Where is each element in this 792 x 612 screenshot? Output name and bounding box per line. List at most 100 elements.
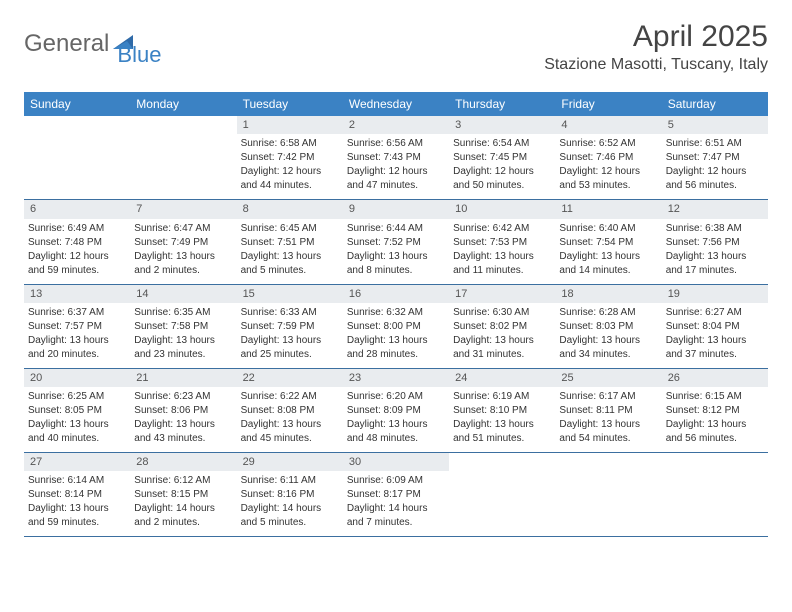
daylight-text: Daylight: 13 hours (134, 250, 232, 263)
day-number: 18 (555, 285, 661, 303)
daylight-text: and 5 minutes. (241, 264, 339, 277)
day-number: 11 (555, 200, 661, 218)
day-number: 21 (130, 369, 236, 387)
daylight-text: and 40 minutes. (28, 432, 126, 445)
daylight-text: and 59 minutes. (28, 516, 126, 529)
sunset-text: Sunset: 7:46 PM (559, 151, 657, 164)
daylight-text: and 17 minutes. (666, 264, 764, 277)
day-cell (24, 116, 130, 199)
day-cell: 28Sunrise: 6:12 AMSunset: 8:15 PMDayligh… (130, 453, 236, 536)
daylight-text: Daylight: 13 hours (134, 418, 232, 431)
daylight-text: Daylight: 13 hours (453, 250, 551, 263)
sunset-text: Sunset: 7:42 PM (241, 151, 339, 164)
day-number: 27 (24, 453, 130, 471)
day-cell: 8Sunrise: 6:45 AMSunset: 7:51 PMDaylight… (237, 200, 343, 283)
daylight-text: Daylight: 13 hours (666, 334, 764, 347)
day-cell: 1Sunrise: 6:58 AMSunset: 7:42 PMDaylight… (237, 116, 343, 199)
sunset-text: Sunset: 8:10 PM (453, 404, 551, 417)
day-header: Wednesday (343, 92, 449, 116)
day-cell: 20Sunrise: 6:25 AMSunset: 8:05 PMDayligh… (24, 369, 130, 452)
daylight-text: and 45 minutes. (241, 432, 339, 445)
week-row: 20Sunrise: 6:25 AMSunset: 8:05 PMDayligh… (24, 369, 768, 453)
day-cell: 19Sunrise: 6:27 AMSunset: 8:04 PMDayligh… (662, 285, 768, 368)
day-number: 19 (662, 285, 768, 303)
sunset-text: Sunset: 7:49 PM (134, 236, 232, 249)
day-cell: 18Sunrise: 6:28 AMSunset: 8:03 PMDayligh… (555, 285, 661, 368)
daylight-text: and 11 minutes. (453, 264, 551, 277)
logo-text-general: General (24, 30, 109, 58)
daylight-text: Daylight: 12 hours (559, 165, 657, 178)
logo-text-blue: Blue (117, 20, 161, 68)
day-cell: 4Sunrise: 6:52 AMSunset: 7:46 PMDaylight… (555, 116, 661, 199)
daylight-text: and 2 minutes. (134, 264, 232, 277)
location-subtitle: Stazione Masotti, Tuscany, Italy (544, 56, 768, 74)
day-number: 16 (343, 285, 449, 303)
daylight-text: Daylight: 13 hours (347, 418, 445, 431)
daylight-text: Daylight: 13 hours (241, 250, 339, 263)
sunset-text: Sunset: 8:15 PM (134, 488, 232, 501)
sunset-text: Sunset: 7:52 PM (347, 236, 445, 249)
sunrise-text: Sunrise: 6:20 AM (347, 390, 445, 403)
sunrise-text: Sunrise: 6:09 AM (347, 474, 445, 487)
day-header-row: SundayMondayTuesdayWednesdayThursdayFrid… (24, 92, 768, 116)
day-number: 29 (237, 453, 343, 471)
day-cell (130, 116, 236, 199)
daylight-text: and 34 minutes. (559, 348, 657, 361)
sunrise-text: Sunrise: 6:12 AM (134, 474, 232, 487)
daylight-text: Daylight: 13 hours (28, 418, 126, 431)
day-number: 22 (237, 369, 343, 387)
sunset-text: Sunset: 8:08 PM (241, 404, 339, 417)
sunset-text: Sunset: 8:05 PM (28, 404, 126, 417)
day-cell: 22Sunrise: 6:22 AMSunset: 8:08 PMDayligh… (237, 369, 343, 452)
weeks-container: 1Sunrise: 6:58 AMSunset: 7:42 PMDaylight… (24, 116, 768, 537)
daylight-text: Daylight: 13 hours (559, 250, 657, 263)
sunset-text: Sunset: 8:09 PM (347, 404, 445, 417)
week-row: 6Sunrise: 6:49 AMSunset: 7:48 PMDaylight… (24, 200, 768, 284)
daylight-text: Daylight: 13 hours (347, 334, 445, 347)
day-number: 24 (449, 369, 555, 387)
day-number: 10 (449, 200, 555, 218)
daylight-text: Daylight: 13 hours (28, 334, 126, 347)
day-header: Monday (130, 92, 236, 116)
day-header: Friday (555, 92, 661, 116)
daylight-text: and 2 minutes. (134, 516, 232, 529)
daylight-text: Daylight: 13 hours (134, 334, 232, 347)
day-cell: 17Sunrise: 6:30 AMSunset: 8:02 PMDayligh… (449, 285, 555, 368)
sunrise-text: Sunrise: 6:11 AM (241, 474, 339, 487)
day-cell: 25Sunrise: 6:17 AMSunset: 8:11 PMDayligh… (555, 369, 661, 452)
daylight-text: Daylight: 13 hours (666, 250, 764, 263)
sunset-text: Sunset: 8:00 PM (347, 320, 445, 333)
daylight-text: Daylight: 14 hours (134, 502, 232, 515)
daylight-text: and 44 minutes. (241, 179, 339, 192)
daylight-text: and 23 minutes. (134, 348, 232, 361)
day-number: 15 (237, 285, 343, 303)
sunrise-text: Sunrise: 6:58 AM (241, 137, 339, 150)
daylight-text: and 59 minutes. (28, 264, 126, 277)
sunrise-text: Sunrise: 6:17 AM (559, 390, 657, 403)
day-number: 14 (130, 285, 236, 303)
sunrise-text: Sunrise: 6:30 AM (453, 306, 551, 319)
sunset-text: Sunset: 8:04 PM (666, 320, 764, 333)
daylight-text: Daylight: 13 hours (559, 418, 657, 431)
day-cell: 13Sunrise: 6:37 AMSunset: 7:57 PMDayligh… (24, 285, 130, 368)
day-cell: 27Sunrise: 6:14 AMSunset: 8:14 PMDayligh… (24, 453, 130, 536)
day-number: 17 (449, 285, 555, 303)
sunset-text: Sunset: 7:51 PM (241, 236, 339, 249)
sunrise-text: Sunrise: 6:32 AM (347, 306, 445, 319)
daylight-text: Daylight: 13 hours (666, 418, 764, 431)
week-row: 1Sunrise: 6:58 AMSunset: 7:42 PMDaylight… (24, 116, 768, 200)
daylight-text: and 48 minutes. (347, 432, 445, 445)
daylight-text: Daylight: 12 hours (666, 165, 764, 178)
sunset-text: Sunset: 7:53 PM (453, 236, 551, 249)
daylight-text: and 56 minutes. (666, 179, 764, 192)
daylight-text: and 14 minutes. (559, 264, 657, 277)
sunrise-text: Sunrise: 6:40 AM (559, 222, 657, 235)
daylight-text: and 37 minutes. (666, 348, 764, 361)
day-cell: 5Sunrise: 6:51 AMSunset: 7:47 PMDaylight… (662, 116, 768, 199)
sunset-text: Sunset: 7:56 PM (666, 236, 764, 249)
day-cell: 30Sunrise: 6:09 AMSunset: 8:17 PMDayligh… (343, 453, 449, 536)
daylight-text: Daylight: 13 hours (241, 418, 339, 431)
day-number: 9 (343, 200, 449, 218)
sunrise-text: Sunrise: 6:23 AM (134, 390, 232, 403)
day-cell: 3Sunrise: 6:54 AMSunset: 7:45 PMDaylight… (449, 116, 555, 199)
